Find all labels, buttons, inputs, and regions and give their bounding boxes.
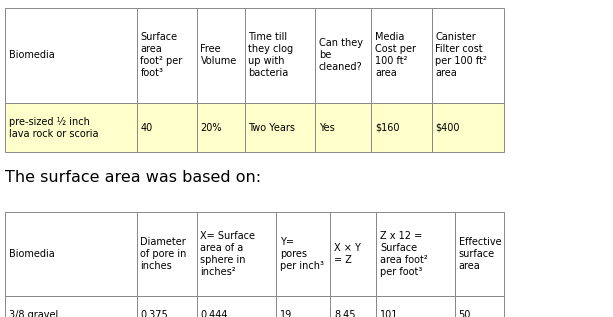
Bar (137, 296, 197, 317)
Bar (137, 212, 197, 296)
Bar (197, 296, 276, 317)
Bar (197, 212, 276, 296)
Text: 0.444: 0.444 (200, 310, 228, 317)
Bar (455, 296, 504, 317)
Text: Two Years: Two Years (248, 123, 295, 133)
Bar (245, 103, 315, 152)
Text: Media
Cost per
100 ft²
area: Media Cost per 100 ft² area (375, 32, 416, 79)
Text: Yes: Yes (319, 123, 335, 133)
Text: Z x 12 =
Surface
area foot²
per foot³: Z x 12 = Surface area foot² per foot³ (380, 231, 428, 277)
Text: X= Surface
area of a
sphere in
inches²: X= Surface area of a sphere in inches² (200, 231, 256, 277)
Text: Diameter
of pore in
inches: Diameter of pore in inches (140, 237, 187, 271)
Text: 19: 19 (280, 310, 292, 317)
Bar (432, 103, 504, 152)
Bar (5, 296, 137, 317)
Bar (315, 103, 371, 152)
Text: 3/8 gravel: 3/8 gravel (9, 310, 58, 317)
Bar (371, 8, 432, 103)
Bar (276, 212, 330, 296)
Text: The surface area was based on:: The surface area was based on: (5, 170, 261, 185)
Text: X × Y
= Z: X × Y = Z (334, 243, 361, 265)
Text: $160: $160 (375, 123, 400, 133)
Bar (371, 103, 432, 152)
Text: pre-sized ½ inch
lava rock or scoria: pre-sized ½ inch lava rock or scoria (9, 117, 98, 139)
Bar (5, 8, 137, 103)
Text: 50: 50 (459, 310, 471, 317)
Text: Biomedia: Biomedia (9, 249, 55, 259)
Bar (197, 8, 245, 103)
Bar (376, 212, 455, 296)
Text: 0.375: 0.375 (140, 310, 168, 317)
Text: 8.45: 8.45 (334, 310, 356, 317)
Text: $400: $400 (435, 123, 460, 133)
Text: 20%: 20% (200, 123, 222, 133)
Bar (455, 212, 504, 296)
Text: Can they
be
cleaned?: Can they be cleaned? (319, 38, 363, 73)
Bar (276, 296, 330, 317)
Text: Free
Volume: Free Volume (200, 44, 237, 67)
Bar (330, 212, 376, 296)
Bar (137, 8, 197, 103)
Bar (330, 296, 376, 317)
Text: Canister
Filter cost
per 100 ft²
area: Canister Filter cost per 100 ft² area (435, 32, 487, 79)
Bar (245, 8, 315, 103)
Bar (137, 103, 197, 152)
Text: 101: 101 (380, 310, 398, 317)
Text: 40: 40 (140, 123, 153, 133)
Text: Effective
surface
area: Effective surface area (459, 237, 501, 271)
Text: Time till
they clog
up with
bacteria: Time till they clog up with bacteria (248, 32, 294, 79)
Text: Surface
area
foot² per
foot³: Surface area foot² per foot³ (140, 32, 183, 79)
Bar (315, 8, 371, 103)
Text: Y=
pores
per inch³: Y= pores per inch³ (280, 237, 324, 271)
Bar (432, 8, 504, 103)
Bar (197, 103, 245, 152)
Text: Biomedia: Biomedia (9, 50, 55, 61)
Bar (5, 212, 137, 296)
Bar (376, 296, 455, 317)
Bar (5, 103, 137, 152)
